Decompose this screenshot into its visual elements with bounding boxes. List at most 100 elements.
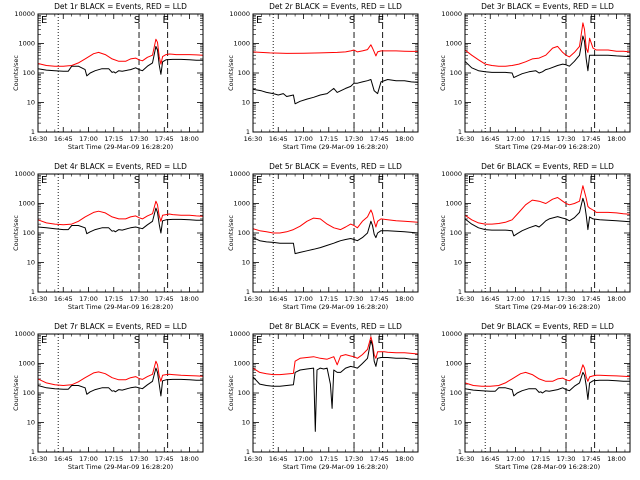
x-tick-label: 17:45 <box>582 295 601 303</box>
x-tick-label: 16:30 <box>29 295 48 303</box>
y-tick-label: 10 <box>27 259 35 267</box>
y-tick-label: 10000 <box>229 330 250 338</box>
corner-marker-label: E <box>256 175 262 186</box>
x-axis-label: Start Time (29-Mar-09 16:28:20) <box>68 303 173 311</box>
x-tick-label: 16:30 <box>456 295 475 303</box>
event-marker-label: E <box>377 175 383 186</box>
event-marker-label: S <box>134 175 140 186</box>
y-tick-label: 100 <box>238 69 250 77</box>
plot-frame <box>252 173 419 293</box>
y-tick-label: 1000 <box>18 360 35 368</box>
panel-det-8: Det 8r BLACK = Events, RED = LLD 1 10 100 10… <box>227 322 419 471</box>
x-tick-label: 17:30 <box>345 455 364 463</box>
panel-det-6: Det 6r BLACK = Events, RED = LLD 1 10 100 10… <box>439 162 631 311</box>
event-marker-label: S <box>349 335 355 346</box>
x-tick-label: 17:30 <box>345 295 364 303</box>
y-tick-label: 100 <box>450 229 462 237</box>
x-tick-label: 17:45 <box>582 455 601 463</box>
plot-frame <box>37 13 204 133</box>
x-tick-label: 18:00 <box>395 455 414 463</box>
lld-series-line <box>252 336 419 376</box>
y-tick-label: 10 <box>27 99 35 107</box>
x-tick-label: 18:00 <box>607 135 626 143</box>
y-tick-label: 1000 <box>233 360 250 368</box>
events-series-line <box>252 340 418 432</box>
x-tick-label: 17:15 <box>104 295 123 303</box>
y-tick-label: 10000 <box>441 10 462 18</box>
panel-title: Det 1r BLACK = Events, RED = LLD <box>54 2 187 11</box>
x-tick-label: 16:45 <box>54 455 73 463</box>
x-tick-label: 17:00 <box>506 135 525 143</box>
y-tick-label: 1000 <box>445 360 462 368</box>
plot-frame <box>464 173 631 293</box>
x-tick-label: 17:00 <box>79 135 98 143</box>
x-tick-label: 18:00 <box>180 455 199 463</box>
event-marker-label: S <box>349 175 355 186</box>
plot-frame <box>252 333 419 453</box>
y-tick-label: 1 <box>458 448 462 456</box>
event-marker-label: E <box>162 335 168 346</box>
panel-title: Det 7r BLACK = Events, RED = LLD <box>54 322 187 331</box>
y-tick-label: 10000 <box>229 10 250 18</box>
panel-det-4: Det 4r BLACK = Events, RED = LLD 1 10 100 10… <box>12 162 204 311</box>
x-axis-label: Start Time (29-Mar-09 16:28:20) <box>283 463 388 471</box>
x-tick-label: 16:45 <box>269 455 288 463</box>
x-tick-label: 17:15 <box>319 455 338 463</box>
event-marker-label: S <box>134 335 140 346</box>
corner-marker-label: E <box>41 175 47 186</box>
x-tick-label: 16:30 <box>29 135 48 143</box>
y-tick-label: 1000 <box>445 40 462 48</box>
events-series-line <box>464 35 631 79</box>
x-axis-label: Start Time (29-Mar-09 16:28:20) <box>283 303 388 311</box>
plot-frame <box>464 13 631 133</box>
plot-frame <box>37 333 204 453</box>
x-tick-label: 17:30 <box>130 135 149 143</box>
x-tick-label: 16:30 <box>456 135 475 143</box>
x-tick-label: 17:15 <box>319 295 338 303</box>
y-tick-label: 1 <box>458 128 462 136</box>
y-tick-label: 10000 <box>14 10 35 18</box>
x-tick-label: 16:30 <box>29 455 48 463</box>
lld-series-line <box>252 209 419 234</box>
x-tick-label: 18:00 <box>180 135 199 143</box>
event-marker-label: E <box>589 175 595 186</box>
events-series-line <box>37 45 203 77</box>
x-tick-label: 17:45 <box>155 295 174 303</box>
x-tick-label: 16:45 <box>54 295 73 303</box>
corner-marker-label: E <box>41 335 47 346</box>
y-axis-label: Counts/sec <box>227 375 235 411</box>
events-series-line <box>37 207 203 235</box>
panel-det-3: Det 3r BLACK = Events, RED = LLD 1 10 100 10… <box>439 2 631 151</box>
y-tick-label: 100 <box>238 389 250 397</box>
event-marker-label: E <box>162 15 168 26</box>
corner-marker-label: E <box>256 335 262 346</box>
y-tick-label: 10 <box>454 259 462 267</box>
event-marker-label: S <box>134 15 140 26</box>
panel-title: Det 8r BLACK = Events, RED = LLD <box>269 322 402 331</box>
y-tick-label: 1000 <box>233 40 250 48</box>
lld-series-line <box>464 22 631 67</box>
x-tick-label: 17:15 <box>531 455 550 463</box>
x-tick-label: 18:00 <box>180 295 199 303</box>
y-tick-label: 10000 <box>14 170 35 178</box>
y-axis-label: Counts/sec <box>227 55 235 91</box>
y-tick-label: 100 <box>23 69 35 77</box>
y-tick-label: 10 <box>454 419 462 427</box>
panel-title: Det 9r BLACK = Events, RED = LLD <box>481 322 614 331</box>
x-tick-label: 17:15 <box>104 135 123 143</box>
x-tick-label: 17:30 <box>557 135 576 143</box>
y-axis-label: Counts/sec <box>439 375 447 411</box>
x-tick-label: 17:00 <box>506 295 525 303</box>
x-tick-label: 16:45 <box>269 295 288 303</box>
events-series-line <box>252 79 419 105</box>
lld-series-line <box>464 185 631 225</box>
corner-marker-label: E <box>41 15 47 26</box>
y-tick-label: 100 <box>238 229 250 237</box>
y-axis-label: Counts/sec <box>439 215 447 251</box>
event-marker-label: S <box>561 175 567 186</box>
x-tick-label: 17:00 <box>79 455 98 463</box>
y-tick-label: 1000 <box>18 40 35 48</box>
x-tick-label: 17:00 <box>294 295 313 303</box>
events-series-line <box>464 197 631 237</box>
